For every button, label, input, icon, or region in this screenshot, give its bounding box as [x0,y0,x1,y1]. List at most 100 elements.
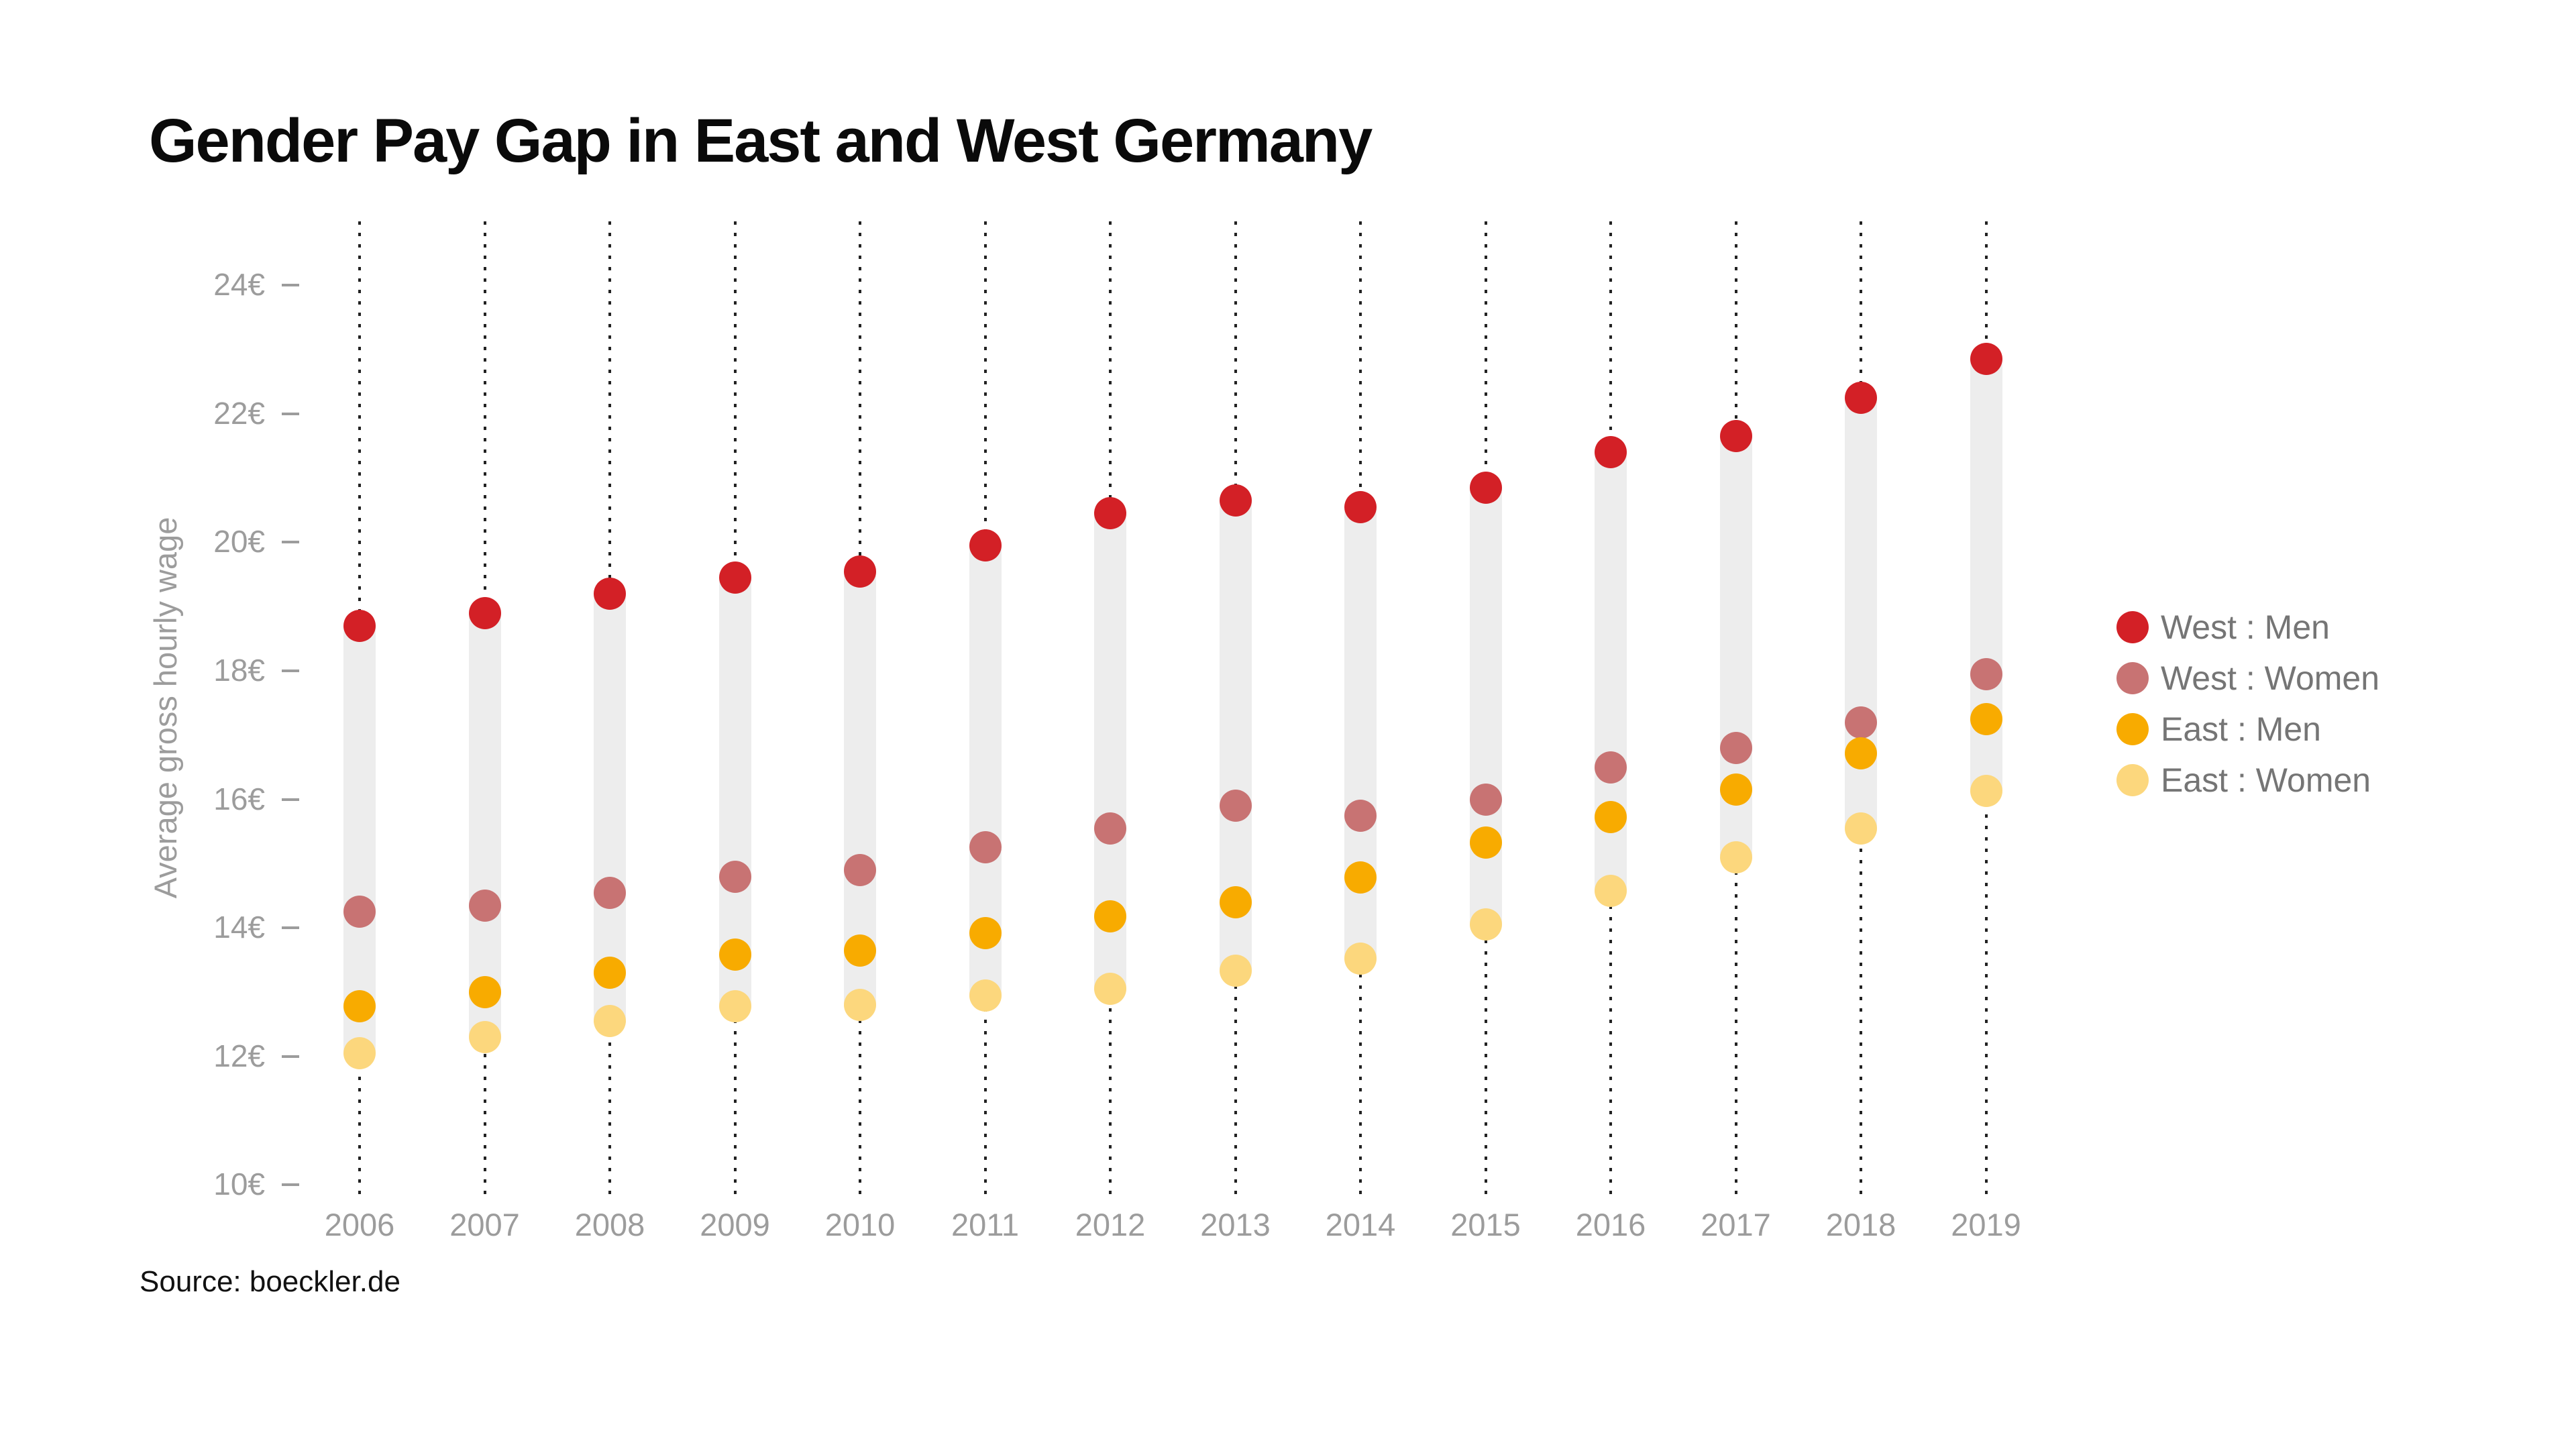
dot-east-women-2013 [1219,955,1252,987]
dot-west-men-2006 [343,609,376,642]
x-tick-label-2013: 2013 [1200,1207,1271,1242]
dot-west-women-2012 [1094,812,1126,845]
y-tick-mark-12 [282,1055,299,1058]
dot-east-men-2017 [1719,773,1752,806]
dot-west-men-2011 [969,529,1002,562]
y-tick-label-10: 10€ [213,1167,265,1202]
legend-dot-east-women [2116,764,2149,796]
dot-west-men-2008 [594,578,626,610]
y-tick-mark-14 [282,926,299,930]
dot-east-men-2008 [594,957,626,989]
dot-west-women-2014 [1344,799,1377,832]
dot-west-women-2013 [1219,790,1252,822]
dot-west-women-2009 [718,860,751,893]
dot-east-men-2006 [343,990,376,1023]
y-tick-mark-10 [282,1183,299,1187]
legend-item-west-women: West : Women [2116,657,2379,699]
dot-east-men-2014 [1344,861,1377,894]
dot-west-men-2013 [1219,484,1252,517]
dot-west-women-2018 [1845,706,1877,739]
legend-label-west-men: West : Men [2161,608,2330,646]
x-tick-label-2007: 2007 [449,1207,520,1242]
dot-west-women-2008 [594,876,626,909]
dot-west-women-2007 [468,889,501,922]
y-tick-mark-22 [282,412,299,415]
y-tick-label-14: 14€ [213,910,265,945]
range-band-2015 [1469,487,1502,925]
dot-east-women-2016 [1595,874,1627,907]
dot-east-women-2011 [969,979,1002,1012]
x-tick-label-2015: 2015 [1450,1207,1521,1242]
y-tick-label-18: 18€ [213,653,265,688]
legend-item-west-men: West : Men [2116,606,2330,648]
dot-west-men-2016 [1595,436,1627,469]
dot-east-women-2008 [594,1005,626,1038]
x-tick-label-2014: 2014 [1325,1207,1396,1242]
legend-label-east-women: East : Women [2161,761,2371,799]
dot-east-women-2017 [1719,841,1752,873]
dot-east-men-2013 [1219,885,1252,918]
dot-east-men-2018 [1845,737,1877,769]
dot-east-men-2011 [969,916,1002,949]
dot-east-men-2007 [468,976,501,1008]
dot-east-women-2007 [468,1021,501,1054]
dot-west-men-2019 [1970,343,2002,376]
x-tick-label-2012: 2012 [1075,1207,1146,1242]
y-tick-label-20: 20€ [213,524,265,559]
y-tick-mark-20 [282,541,299,544]
range-band-2010 [844,571,876,1006]
source-note: Source: boeckler.de [140,1265,400,1298]
x-tick-label-2017: 2017 [1701,1207,1771,1242]
dot-west-men-2014 [1344,490,1377,523]
legend-dot-east-men [2116,713,2149,745]
x-tick-label-2009: 2009 [700,1207,770,1242]
dot-west-men-2010 [844,555,876,588]
dot-east-women-2009 [718,990,751,1023]
dot-east-men-2010 [844,934,876,967]
dot-east-women-2019 [1970,775,2002,808]
dot-west-men-2018 [1845,381,1877,414]
y-tick-mark-16 [282,798,299,801]
dot-east-women-2012 [1094,973,1126,1006]
dot-west-women-2006 [343,896,376,928]
legend-label-east-men: East : Men [2161,710,2321,748]
legend-label-west-women: West : Women [2161,659,2380,697]
dot-west-women-2017 [1719,731,1752,764]
y-tick-mark-18 [282,669,299,672]
range-band-2006 [343,625,376,1053]
x-tick-label-2011: 2011 [951,1207,1020,1242]
dot-west-men-2012 [1094,497,1126,530]
x-tick-label-2018: 2018 [1825,1207,1896,1242]
dot-east-men-2009 [718,938,751,971]
dot-west-women-2015 [1469,783,1502,816]
y-tick-label-24: 24€ [213,267,265,303]
dot-west-men-2017 [1719,420,1752,453]
dot-west-men-2015 [1469,471,1502,504]
dot-east-women-2014 [1344,943,1377,975]
range-band-2007 [468,612,501,1038]
x-tick-label-2019: 2019 [1951,1207,2021,1242]
dot-west-women-2011 [969,831,1002,864]
y-tick-mark-24 [282,284,299,287]
dot-west-men-2009 [718,561,751,594]
dot-east-men-2019 [1970,702,2002,735]
dot-west-women-2010 [844,853,876,886]
legend-item-east-women: East : Women [2116,759,2371,801]
dot-east-men-2012 [1094,900,1126,932]
y-tick-label-16: 16€ [213,781,265,816]
dot-west-men-2007 [468,596,501,629]
x-tick-label-2006: 2006 [324,1207,395,1242]
dot-east-women-2010 [844,989,876,1022]
range-band-2008 [594,594,626,1022]
x-tick-label-2016: 2016 [1575,1207,1646,1242]
dot-east-women-2006 [343,1037,376,1069]
range-band-2009 [718,578,751,1007]
dot-east-women-2015 [1469,908,1502,941]
legend-item-east-men: East : Men [2116,708,2321,750]
x-tick-label-2010: 2010 [824,1207,896,1242]
dot-west-women-2016 [1595,751,1627,784]
x-tick-label-2008: 2008 [574,1207,645,1242]
legend-dot-west-men [2116,611,2149,643]
